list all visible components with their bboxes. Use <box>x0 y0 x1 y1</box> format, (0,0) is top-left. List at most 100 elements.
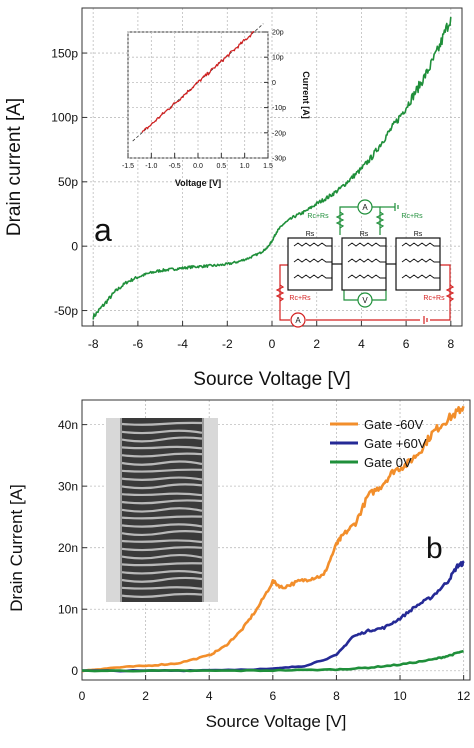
x-tick-label: -6 <box>133 337 144 351</box>
inset-series-line <box>141 31 255 133</box>
circuit-network-box-2 <box>341 237 387 291</box>
resistor-symbol <box>293 274 332 279</box>
circuit-outer-wire <box>279 264 290 321</box>
panel-b-legend: Gate -60V Gate +60V Gate 0V <box>330 417 427 470</box>
sem-stripe <box>121 539 203 544</box>
x-tick-label: 4 <box>206 689 213 703</box>
legend-label: Gate +60V <box>364 436 427 451</box>
legend-label: Gate 0V <box>364 455 412 470</box>
y-tick-label: -30p <box>272 155 286 162</box>
y-tick-label: 0 <box>272 80 276 87</box>
y-tick-label: 10p <box>272 55 284 62</box>
sem-stripe <box>121 515 203 520</box>
sem-stripe <box>121 429 203 435</box>
panel-b-y-axis: 0 10n 20n 30n 40n <box>58 418 87 678</box>
x-tick-label: 6 <box>269 689 276 703</box>
x-tick-label: 2 <box>313 337 320 351</box>
resistor-symbol <box>347 242 386 247</box>
sem-image-edge-left <box>106 418 120 602</box>
circuit-ammeter-outer <box>290 312 306 328</box>
inset-x-axis: -1.5 -1.0 -0.5 0.0 0.5 1.0 1.5 <box>122 153 273 170</box>
y-tick-label: -50p <box>54 304 78 318</box>
panel-a-y-axis-label: Drain current [A] <box>4 98 25 236</box>
panel-b-x-axis-label: Source Voltage [V] <box>206 712 347 731</box>
y-tick-label: 20n <box>58 541 78 555</box>
x-tick-label: -4 <box>177 337 188 351</box>
panel-a: -8 -6 -4 -2 0 2 4 6 8 -50p 0 50p 100p 150p Source Vo… <box>4 7 463 390</box>
resistor-symbol <box>401 274 440 279</box>
sem-stripe <box>121 421 203 426</box>
sem-stripe <box>121 468 203 473</box>
sem-stripe <box>121 523 203 528</box>
circuit-label-rc-rs-inner-right: Rc+Rs <box>401 213 423 220</box>
sem-stripe <box>121 586 203 590</box>
y-tick-label: 40n <box>58 418 78 432</box>
x-tick-label: 1.0 <box>240 163 250 170</box>
circuit-schematic: A V A Rs Rs Rs Rc+Rs R <box>275 199 455 328</box>
sem-image-stripes <box>121 421 203 598</box>
x-tick-label: 4 <box>358 337 365 351</box>
sem-stripe <box>121 530 203 537</box>
panel-b-plot-frame <box>81 399 471 681</box>
inset-series <box>132 23 264 142</box>
y-tick-label: 0 <box>71 239 78 253</box>
panel-b-series <box>81 405 465 673</box>
sem-image-edge-right <box>204 418 218 602</box>
panel-b-y-axis-label: Drain Current [A] <box>7 484 26 612</box>
panel-b: 0 2 4 6 8 10 12 0 10n 20n 30n 40n Source Voltage [… <box>7 399 471 731</box>
circuit-ammeter-outer-label: A <box>295 316 301 325</box>
circuit-voltmeter <box>357 292 373 308</box>
sem-stripe <box>121 476 203 481</box>
y-tick-label: 30n <box>58 479 78 493</box>
resistor-symbol <box>401 242 440 247</box>
circuit-outer-wire-right <box>430 264 451 321</box>
panel-b-series-line <box>81 405 465 673</box>
x-tick-label: -0.5 <box>169 163 181 170</box>
inset-y-axis-label: Current [A] <box>301 71 311 119</box>
sem-stripe <box>121 592 203 598</box>
circuit-resistor-inner-left <box>335 211 345 229</box>
x-tick-label: 0.0 <box>193 163 203 170</box>
y-tick-label: 150p <box>51 46 78 60</box>
inset-x-axis-label: Voltage [V] <box>175 178 221 188</box>
x-tick-label: 0.5 <box>216 163 226 170</box>
resistor-symbol <box>293 258 332 263</box>
sem-stripe <box>121 452 203 458</box>
resistor-symbol <box>293 242 332 247</box>
resistor-symbol <box>347 258 386 263</box>
x-tick-label: -2 <box>222 337 233 351</box>
panel-b-label: b <box>426 532 443 565</box>
circuit-label-rc-rs-inner-left: Rc+Rs <box>307 213 329 220</box>
sem-stripe <box>121 570 203 575</box>
panel-b-x-axis: 0 2 4 6 8 10 12 <box>79 675 471 703</box>
sem-stripe <box>121 546 203 552</box>
x-tick-label: 0 <box>79 689 86 703</box>
circuit-ammeter-inner <box>357 199 373 215</box>
circuit-resistor-left <box>275 284 285 302</box>
x-tick-label: 0 <box>269 337 276 351</box>
circuit-label-rc-rs-outer-right: Rc+Rs <box>423 295 445 302</box>
circuit-label-rs-2: Rs <box>360 231 369 238</box>
y-tick-label: -20p <box>272 130 286 137</box>
x-tick-label: -8 <box>88 337 99 351</box>
x-tick-label: 1.5 <box>263 163 273 170</box>
x-tick-label: 2 <box>142 689 149 703</box>
sem-stripe <box>121 492 203 497</box>
resistor-symbol <box>401 258 440 263</box>
panel-a-series <box>92 16 452 320</box>
inset-y-axis: 20p 10p 0 -10p -20p -30p <box>264 29 286 162</box>
inset-grid <box>127 31 269 159</box>
sem-stripe <box>121 460 203 466</box>
y-tick-label: 50p <box>58 175 78 189</box>
panel-a-x-axis-label: Source Voltage [V] <box>193 369 350 390</box>
sem-stripe <box>121 483 203 490</box>
panel-a-series-line <box>92 16 452 320</box>
circuit-network-box-1 <box>287 237 333 291</box>
x-tick-label: 8 <box>333 689 340 703</box>
circuit-resistor-inner-right <box>375 211 385 229</box>
y-tick-label: 20p <box>272 29 284 36</box>
x-tick-label: 12 <box>457 689 471 703</box>
circuit-voltmeter-label: V <box>362 296 368 305</box>
panel-a-x-axis: -8 -6 -4 -2 0 2 4 6 8 <box>88 321 454 351</box>
